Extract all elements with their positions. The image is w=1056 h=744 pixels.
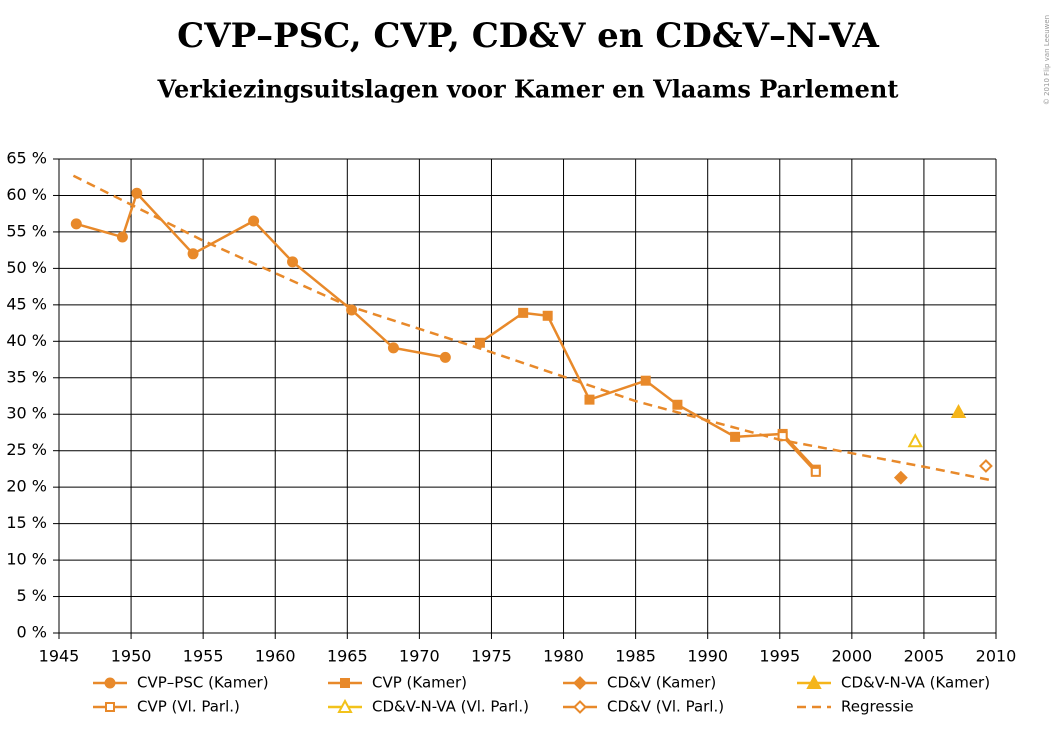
x-tick-label: 1950: [111, 647, 152, 666]
legend-marker: [806, 674, 822, 689]
legend-label: CD&V-N-VA (Kamer): [841, 674, 990, 692]
x-tick-label: 1970: [399, 647, 440, 666]
data-point: [542, 310, 553, 321]
legend-marker: [337, 698, 353, 713]
y-tick-label: 15 %: [6, 513, 47, 532]
x-tick-label: 1985: [615, 647, 656, 666]
data-point: [187, 248, 199, 260]
data-point: [439, 351, 451, 363]
series-line: [781, 435, 817, 473]
data-point: [893, 470, 908, 485]
data-point: [474, 337, 485, 348]
data-point: [640, 375, 651, 386]
legend-marker: [104, 677, 116, 689]
x-tick-label: 2000: [831, 647, 872, 666]
x-tick-label: 1995: [759, 647, 800, 666]
legend-label: CD&V (Kamer): [607, 674, 716, 692]
x-tick-label: 1955: [183, 647, 224, 666]
data-point: [810, 466, 821, 477]
data-point: [978, 459, 993, 473]
x-tick-label: 1975: [471, 647, 512, 666]
y-tick-label: 5 %: [17, 586, 47, 605]
y-tick-label: 45 %: [6, 294, 47, 313]
y-tick-label: 65 %: [6, 149, 47, 168]
data-point: [672, 399, 683, 410]
data-point: [346, 304, 358, 316]
copyright: © 2010 Flip van Leeuwen: [1043, 15, 1051, 105]
x-tick-label: 1990: [687, 647, 728, 666]
chart-title: CVP–PSC, CVP, CD&V en CD&V–N-VA: [177, 16, 879, 56]
data-point: [287, 256, 299, 268]
data-point: [518, 307, 529, 318]
data-point: [584, 394, 595, 405]
x-tick-label: 1945: [39, 647, 80, 666]
x-tick-label: 2005: [904, 647, 945, 666]
data-point: [116, 231, 128, 243]
y-tick-label: 40 %: [6, 331, 47, 350]
series-line: [75, 190, 446, 359]
legend-marker: [105, 702, 115, 712]
y-tick-label: 30 %: [6, 404, 47, 423]
y-tick-label: 20 %: [6, 477, 47, 496]
legend-marker: [573, 700, 587, 714]
x-tick-label: 1980: [543, 647, 584, 666]
y-tick-label: 0 %: [17, 623, 47, 642]
legend-marker: [573, 676, 587, 690]
legend-label: CVP (Kamer): [372, 674, 467, 692]
legend-label: Regressie: [841, 698, 914, 716]
data-point: [387, 342, 399, 354]
y-tick-label: 60 %: [6, 185, 47, 204]
y-tick-label: 55 %: [6, 221, 47, 240]
data-point: [777, 431, 788, 442]
y-tick-label: 50 %: [6, 258, 47, 277]
data-point: [248, 215, 260, 227]
data-point: [70, 218, 82, 230]
chart-subtitle: Verkiezingsuitslagen voor Kamer en Vlaam…: [157, 75, 899, 104]
legend-label: CVP–PSC (Kamer): [137, 674, 269, 692]
data-point: [907, 433, 923, 448]
data-point: [131, 187, 143, 199]
legend-label: CD&V (Vl. Parl.): [607, 698, 724, 716]
x-tick-label: 1960: [255, 647, 296, 666]
data-point: [950, 403, 967, 419]
y-tick-label: 25 %: [6, 440, 47, 459]
y-tick-label: 35 %: [6, 367, 47, 386]
x-tick-label: 2010: [976, 647, 1017, 666]
series-line: [72, 174, 994, 482]
y-tick-label: 10 %: [6, 550, 47, 569]
data-point: [730, 431, 741, 442]
legend-label: CD&V-N-VA (Vl. Parl.): [372, 698, 529, 716]
x-tick-label: 1965: [327, 647, 368, 666]
series-line: [479, 311, 817, 471]
legend-label: CVP (Vl. Parl.): [137, 698, 240, 716]
legend-marker: [340, 678, 350, 688]
